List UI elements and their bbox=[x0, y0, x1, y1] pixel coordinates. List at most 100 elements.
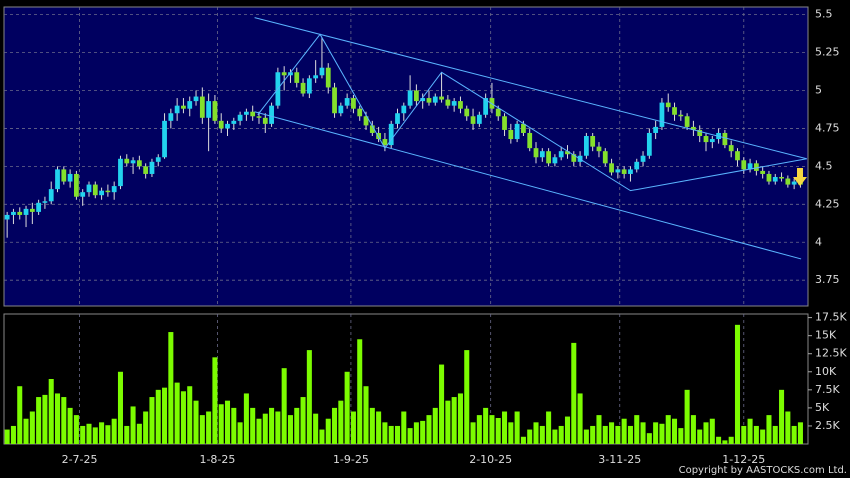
volume-bar bbox=[162, 387, 168, 444]
volume-bar bbox=[363, 386, 369, 444]
candle-body bbox=[583, 136, 589, 156]
volume-bar bbox=[168, 332, 174, 444]
candle-body bbox=[508, 129, 514, 140]
volume-bar bbox=[42, 394, 48, 444]
volume-bar bbox=[432, 407, 438, 444]
volume-bar bbox=[470, 422, 476, 444]
volume-bar bbox=[747, 418, 753, 444]
volume-bar bbox=[495, 418, 501, 444]
candle-body bbox=[571, 154, 577, 162]
candle-body bbox=[74, 173, 79, 197]
volume-bar bbox=[502, 411, 508, 444]
candle-body bbox=[665, 102, 671, 108]
volume-bar bbox=[269, 407, 275, 444]
candle-body bbox=[552, 157, 558, 164]
trend-line bbox=[257, 33, 807, 192]
volume-bar bbox=[741, 425, 747, 444]
candle-body bbox=[288, 72, 293, 76]
y-tick-label: 5 bbox=[815, 83, 822, 96]
y-tick-label: 5.5 bbox=[815, 8, 833, 21]
candle-body bbox=[451, 101, 457, 106]
volume-bar bbox=[338, 400, 344, 444]
volume-bar bbox=[583, 429, 589, 444]
volume-bar bbox=[136, 423, 142, 444]
volume-bar bbox=[489, 415, 495, 444]
volume-bar bbox=[646, 433, 652, 444]
candle-body bbox=[294, 72, 300, 83]
y-tick-label: 3.75 bbox=[815, 273, 840, 286]
candle-body bbox=[609, 163, 614, 173]
candle-body bbox=[539, 151, 545, 158]
candle-body bbox=[168, 113, 174, 121]
volume-bar bbox=[256, 418, 262, 444]
candle-body bbox=[502, 116, 507, 130]
y-tick-label: 5.25 bbox=[815, 46, 840, 59]
volume-bar bbox=[716, 436, 722, 444]
candle-body bbox=[86, 184, 92, 193]
volume-bar bbox=[275, 411, 281, 444]
candle-body bbox=[149, 161, 155, 174]
volume-bar bbox=[709, 418, 715, 444]
candle-body bbox=[67, 173, 73, 182]
candle-body bbox=[99, 190, 104, 196]
volume-bar bbox=[281, 368, 287, 444]
volume-bar bbox=[439, 364, 445, 444]
volume-bar bbox=[237, 422, 243, 444]
volume-bar bbox=[80, 425, 86, 444]
candle-body bbox=[4, 214, 10, 220]
candle-body bbox=[565, 151, 570, 155]
volume-bar bbox=[791, 425, 797, 444]
candle-body bbox=[325, 67, 331, 88]
candle-body bbox=[181, 105, 186, 109]
volume-bar bbox=[306, 350, 312, 444]
candle-body bbox=[785, 178, 791, 185]
candle-body bbox=[413, 90, 419, 102]
candle-body bbox=[621, 169, 627, 174]
candle-body bbox=[747, 163, 753, 170]
volume-bar bbox=[546, 411, 552, 444]
volume-bar bbox=[596, 415, 602, 444]
volume-bar bbox=[262, 413, 268, 444]
volume-bar bbox=[602, 425, 608, 444]
volume-bar bbox=[413, 422, 419, 444]
x-tick-label: 2-10-25 bbox=[469, 453, 512, 466]
candle-body bbox=[426, 98, 432, 103]
candle-body bbox=[728, 145, 734, 152]
candle-body bbox=[697, 129, 703, 137]
candle-body bbox=[760, 170, 766, 174]
candle-body bbox=[351, 98, 356, 109]
candle-body bbox=[458, 101, 463, 109]
candle-body bbox=[344, 98, 350, 106]
volume-bar bbox=[558, 425, 564, 444]
candle-body bbox=[772, 176, 778, 182]
candle-body bbox=[646, 132, 652, 156]
candle-body bbox=[212, 101, 218, 121]
candle-body bbox=[231, 120, 237, 124]
candle-body bbox=[332, 87, 337, 114]
candle-body bbox=[388, 123, 394, 146]
volume-bar bbox=[527, 429, 533, 444]
candle-body bbox=[691, 126, 696, 130]
candle-body bbox=[521, 123, 526, 133]
volume-bar bbox=[143, 411, 149, 444]
volume-bar bbox=[149, 397, 155, 444]
y-tick-label: 4 bbox=[815, 235, 822, 248]
volume-bar bbox=[734, 324, 741, 444]
volume-bar bbox=[514, 411, 520, 444]
volume-bar bbox=[590, 425, 596, 444]
volume-bar bbox=[332, 407, 338, 444]
candle-body bbox=[703, 136, 709, 143]
volume-bar bbox=[369, 407, 375, 444]
candle-body bbox=[11, 211, 16, 215]
candle-body bbox=[244, 111, 249, 115]
candle-body bbox=[407, 90, 413, 106]
volume-bar bbox=[665, 415, 671, 444]
volume-bar bbox=[577, 393, 583, 444]
volume-bar bbox=[48, 379, 54, 444]
candle-body bbox=[464, 108, 470, 117]
volume-bar bbox=[17, 386, 23, 444]
volume-bar bbox=[407, 428, 413, 444]
price-panel bbox=[3, 6, 809, 307]
candle-body bbox=[546, 151, 551, 164]
